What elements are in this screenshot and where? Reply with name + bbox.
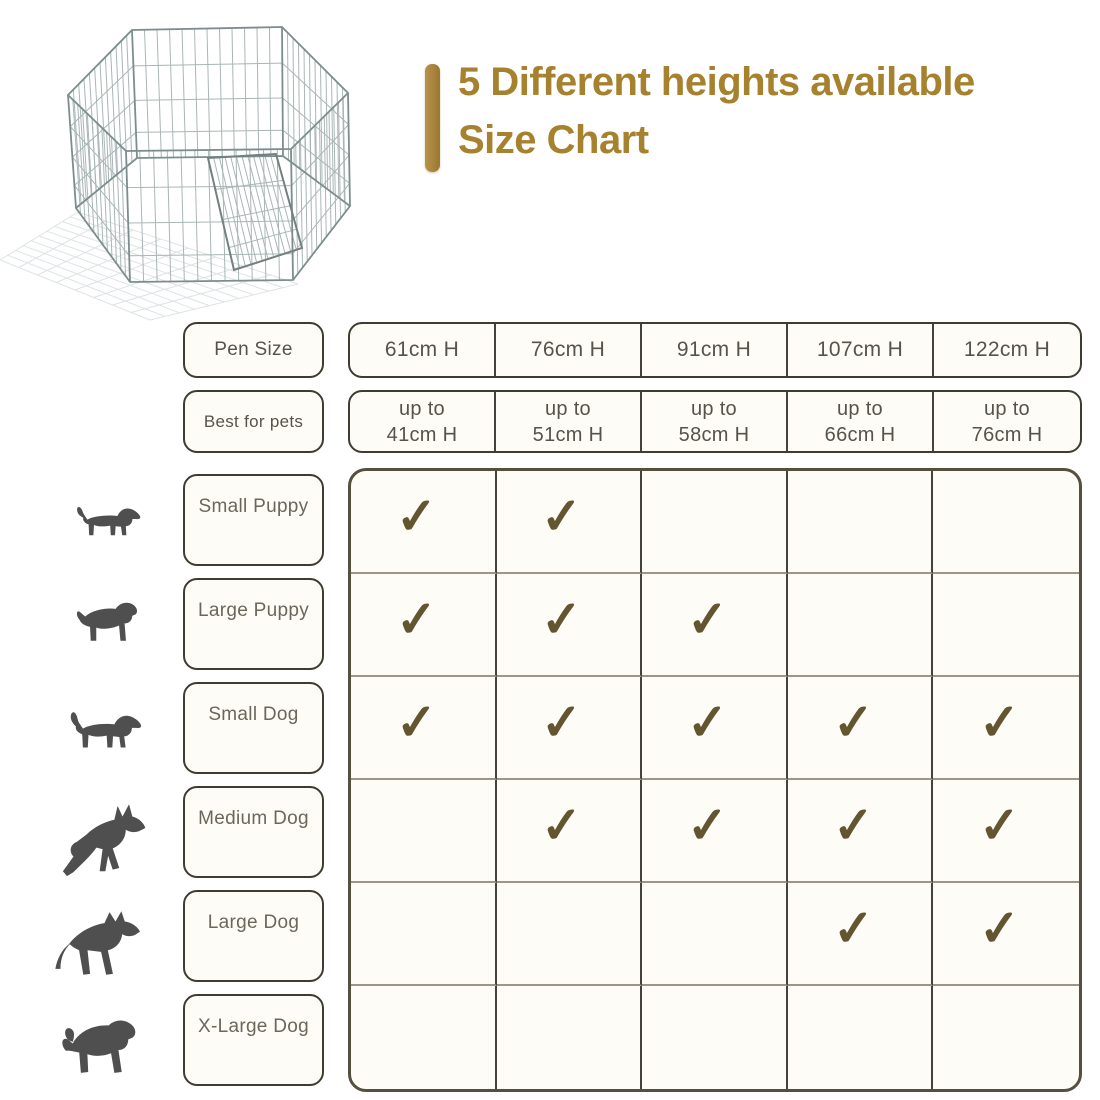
check-cell [351, 986, 497, 1089]
medium-dog-icon [62, 804, 146, 877]
best-for-cell: up to 41cm H [350, 392, 496, 451]
pet-label-text: Large Puppy [197, 600, 310, 621]
check-cell: ✓ [642, 677, 788, 780]
best-for-cell: up to 66cm H [788, 392, 934, 451]
pen-door-frame [206, 152, 304, 272]
pet-label-text: Medium Dog [198, 808, 309, 829]
check-mark: ✓ [977, 795, 1023, 854]
check-cell: ✓ [933, 883, 1079, 986]
small-puppy-icon [77, 507, 141, 536]
check-cell: ✓ [496, 677, 643, 780]
pen-size-header-box: Pen Size [183, 322, 324, 378]
check-cell: ✓ [787, 780, 934, 883]
check-cell [787, 471, 934, 574]
best-for-pets-label: Best for pets [203, 411, 304, 431]
check-cell [496, 883, 643, 986]
pet-label-medium-dog: Medium Dog [183, 786, 324, 878]
check-cell [351, 883, 497, 986]
check-mark: ✓ [830, 692, 876, 751]
check-cell [933, 471, 1079, 574]
check-cell [933, 986, 1079, 1089]
pen-heights-header-row: 61cm H 76cm H 91cm H 107cm H 122cm H [348, 322, 1082, 378]
x-large-dog-icon [62, 1020, 136, 1073]
pet-label-text: Small Puppy [198, 496, 309, 517]
pet-label-x-large-dog: X-Large Dog [183, 994, 324, 1086]
suitability-check-grid: ✓ ✓ ✓ ✓ ✓ ✓ ✓ ✓ ✓ ✓ ✓ ✓ ✓ ✓ ✓ ✓ [348, 468, 1082, 1092]
title-accent-bar [425, 64, 440, 172]
check-cell: ✓ [933, 677, 1079, 780]
check-cell: ✓ [933, 780, 1079, 883]
best-for-pets-header-box: Best for pets [183, 390, 324, 453]
check-mark: ✓ [830, 898, 876, 957]
check-cell: ✓ [496, 780, 643, 883]
check-cell: ✓ [351, 471, 497, 574]
check-cell: ✓ [642, 780, 788, 883]
pen-shadow [0, 211, 299, 321]
check-mark: ✓ [977, 692, 1023, 751]
best-for-pets-row: up to 41cm H up to 51cm H up to 58cm H u… [348, 390, 1082, 453]
pen-mesh-wires [69, 27, 350, 282]
check-cell [351, 780, 497, 883]
check-mark: ✓ [539, 692, 585, 751]
pet-label-text: Small Dog [208, 704, 299, 725]
check-mark: ✓ [830, 795, 876, 854]
check-cell: ✓ [496, 471, 643, 574]
page-subtitle: Size Chart [458, 118, 649, 162]
check-cell [787, 574, 934, 677]
pen-height-cell: 122cm H [963, 338, 1051, 361]
check-cell [642, 883, 788, 986]
pet-label-text: X-Large Dog [197, 1016, 310, 1037]
pen-height-cell: 107cm H [788, 324, 934, 376]
pen-height-cell: 91cm H [642, 324, 788, 376]
best-for-cell: up to 58cm H [642, 392, 788, 451]
check-mark: ✓ [685, 795, 731, 854]
check-mark: ✓ [539, 486, 585, 545]
pen-size-label: Pen Size [214, 339, 293, 360]
pet-label-small-puppy: Small Puppy [183, 474, 324, 566]
check-cell: ✓ [787, 883, 934, 986]
pet-label-small-dog: Small Dog [183, 682, 324, 774]
large-puppy-icon [76, 602, 138, 641]
check-mark: ✓ [394, 589, 439, 648]
best-for-cell: up to 76cm H [971, 397, 1043, 446]
check-cell: ✓ [351, 574, 497, 677]
check-cell [642, 986, 788, 1089]
check-cell: ✓ [351, 677, 497, 780]
check-mark: ✓ [685, 589, 731, 648]
page-title: 5 Different heights available [458, 60, 975, 104]
pet-label-text: Large Dog [207, 912, 300, 933]
check-mark: ✓ [977, 898, 1023, 957]
check-mark: ✓ [539, 589, 585, 648]
pet-label-large-puppy: Large Puppy [183, 578, 324, 670]
pet-label-large-dog: Large Dog [183, 890, 324, 982]
check-mark: ✓ [539, 795, 585, 854]
check-cell [933, 574, 1079, 677]
check-cell [642, 471, 788, 574]
pen-frame [66, 26, 352, 283]
large-dog-icon [55, 911, 141, 975]
best-for-cell: up to 51cm H [496, 392, 642, 451]
wire-pen-product-image [0, 26, 352, 321]
check-mark: ✓ [394, 486, 439, 545]
pen-height-cell: 61cm H [350, 324, 496, 376]
check-mark: ✓ [685, 692, 731, 751]
check-cell [497, 986, 643, 1089]
check-cell: ✓ [787, 677, 934, 780]
check-cell: ✓ [496, 574, 643, 677]
check-cell: ✓ [642, 574, 788, 677]
check-cell [788, 986, 934, 1089]
pen-height-cell: 76cm H [496, 324, 642, 376]
small-dog-icon [70, 712, 142, 748]
check-mark: ✓ [394, 692, 439, 751]
